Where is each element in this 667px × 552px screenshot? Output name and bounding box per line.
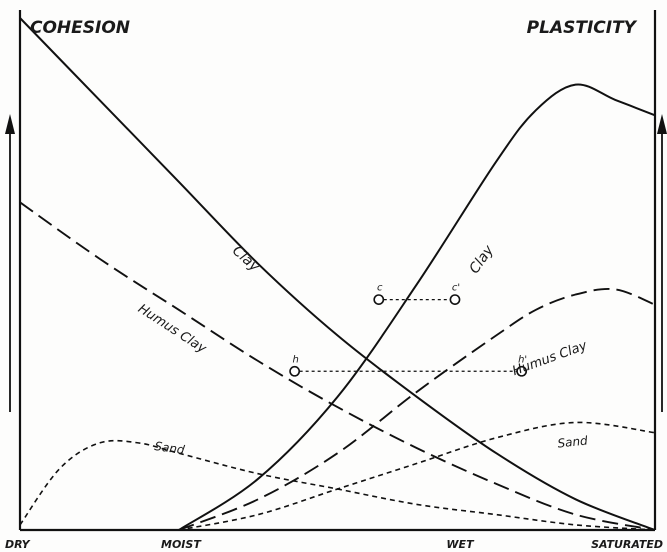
humus-clay-cohesion-curve (19, 201, 656, 531)
clay-cohesion-label: Clay (229, 243, 263, 276)
point-marker-c-prime (449, 294, 461, 305)
plasticity-up-arrow-head (657, 114, 667, 134)
point-label-h: h (292, 354, 298, 365)
x-tick-label-moist: MOIST (161, 538, 202, 551)
point-label-c-prime: c' (452, 283, 460, 294)
point-marker-h (289, 365, 301, 377)
point-marker-h-prime (516, 365, 528, 377)
cohesion-up-arrow (5, 114, 15, 412)
humus-clay-plasticity-curve (178, 288, 656, 531)
x-tick-label-dry: DRY (5, 538, 31, 551)
clay-plasticity-curve (178, 83, 656, 531)
sand-cohesion-curve (19, 439, 656, 531)
right-axis-label: PLASTICITY (527, 18, 638, 38)
sand-cohesion-label: Sand (154, 439, 186, 457)
clay-plasticity-label: Clay (466, 242, 497, 277)
left-axis-label: COHESION (30, 18, 130, 38)
plasticity-up-arrow (657, 114, 667, 412)
point-label-c: c (377, 283, 383, 294)
point-marker-c (373, 294, 385, 305)
clay-cohesion-curve (19, 17, 656, 531)
sand-plasticity-curve (178, 421, 656, 531)
point-label-h-prime: h' (518, 354, 527, 365)
sand-plasticity-label: Sand (557, 433, 589, 450)
x-tick-label-saturated: SATURATED (591, 538, 663, 551)
humus-clay-cohesion-label: Humus Clay (135, 301, 209, 356)
cohesion-up-arrow-head (5, 114, 15, 134)
x-tick-label-wet: WET (446, 538, 475, 551)
